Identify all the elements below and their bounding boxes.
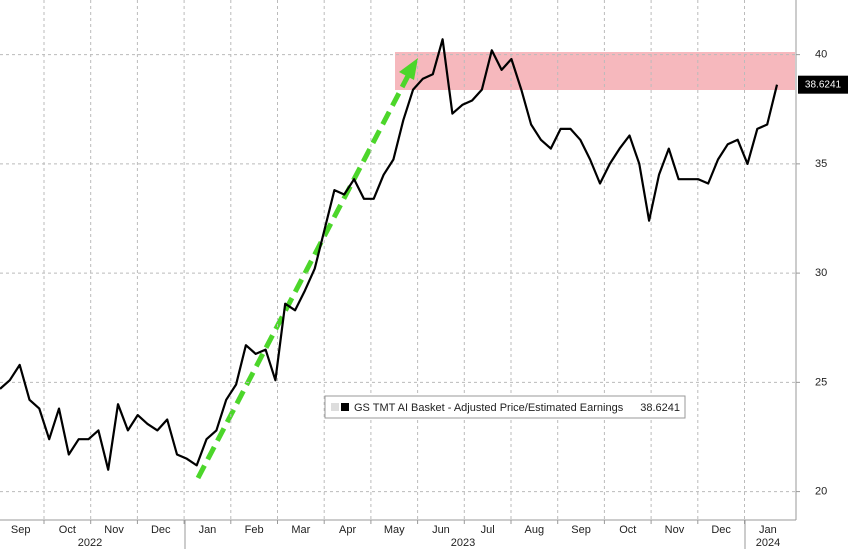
trend-arrow [195, 70, 413, 480]
x-tick-label: Jun [432, 524, 450, 536]
grid [0, 0, 796, 520]
legend-swatch [341, 403, 349, 411]
x-tick-label: Nov [104, 524, 124, 536]
year-label: 2024 [756, 537, 780, 549]
x-tick-label: Oct [59, 524, 76, 536]
x-tick-label: Apr [339, 524, 356, 536]
x-tick-label: Aug [525, 524, 545, 536]
legend: GS TMT AI Basket - Adjusted Price/Estima… [324, 395, 686, 419]
y-tick-label: 20 [815, 486, 827, 498]
line-series [0, 38, 779, 471]
legend-icon [331, 403, 339, 411]
y-tick-label: 25 [815, 376, 827, 388]
legend-box [324, 395, 686, 419]
year-label: 2022 [78, 537, 102, 549]
highlight-band [395, 52, 795, 90]
y-tick-label: 35 [815, 158, 827, 170]
arrow-head [399, 58, 418, 80]
y-tick-label: 40 [815, 49, 827, 61]
x-tick-label: Oct [619, 524, 636, 536]
x-tick-label: Sep [571, 524, 591, 536]
y-tick-label: 30 [815, 267, 827, 279]
last-value-box [798, 75, 848, 94]
x-tick-label: Sep [11, 524, 31, 536]
x-tick-label: May [384, 524, 405, 536]
x-tick-label: Dec [151, 524, 171, 536]
x-tick-label: Jan [199, 524, 217, 536]
x-tick-label: Nov [665, 524, 685, 536]
x-tick-label: Jan [759, 524, 777, 536]
x-tick-label: Jul [481, 524, 495, 536]
x-tick-label: Dec [711, 524, 731, 536]
last-value-tag: 38.6241 [805, 79, 842, 90]
x-tick-label: Mar [291, 524, 310, 536]
year-label: 2023 [451, 537, 475, 549]
plot [0, 38, 779, 471]
x-tick-label: Feb [245, 524, 264, 536]
legend-value: 38.6241 [640, 402, 680, 414]
legend-label: GS TMT AI Basket - Adjusted Price/Estima… [354, 402, 624, 414]
